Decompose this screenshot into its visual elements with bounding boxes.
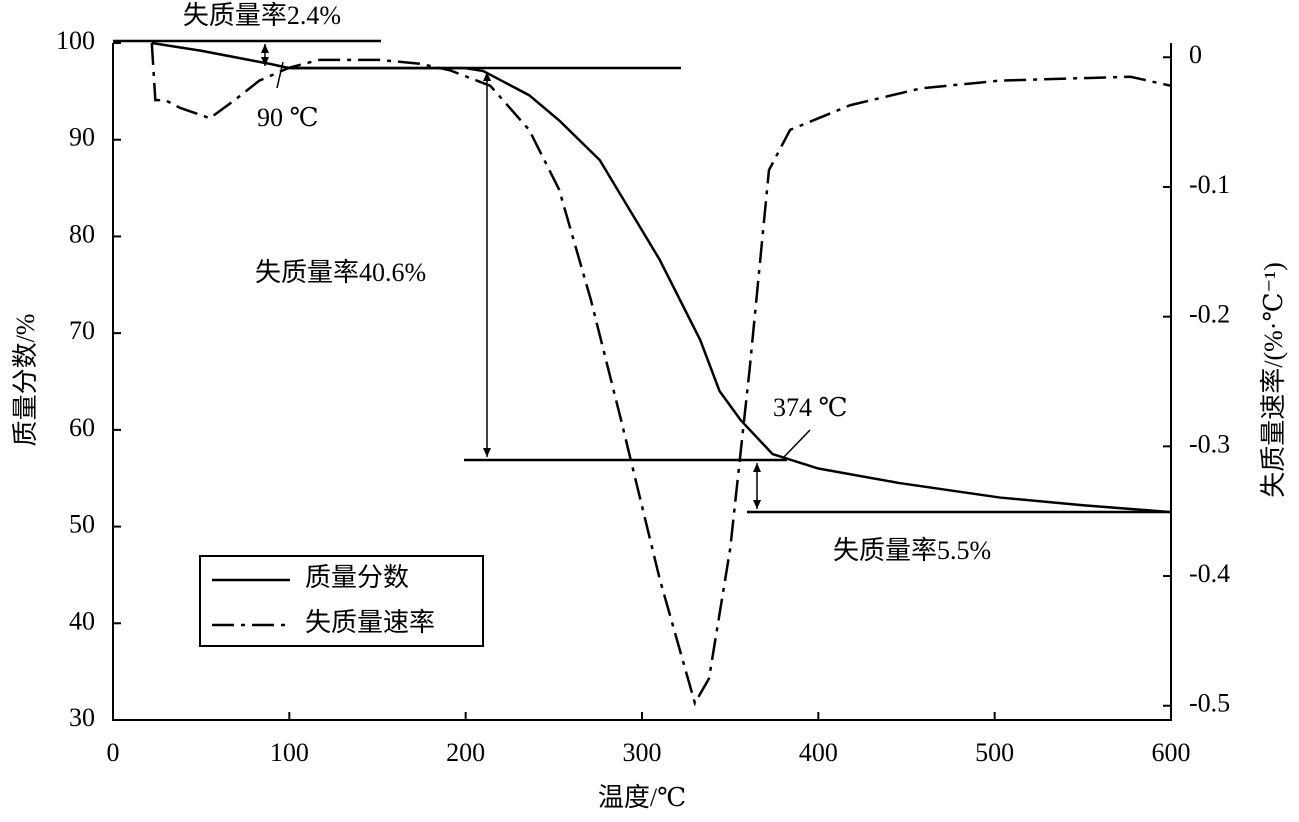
- legend-label: 失质量速率: [305, 608, 435, 637]
- y-axis-label: 质量分数/%: [11, 314, 40, 447]
- annotation: 失质量率2.4%: [183, 1, 341, 30]
- x-tick-label: 400: [799, 738, 838, 767]
- y2-tick-label: -0.1: [1189, 170, 1230, 199]
- annotation: 374 ℃: [773, 393, 848, 422]
- legend-box: [199, 555, 484, 647]
- x-axis-label: 温度/℃: [598, 783, 686, 812]
- y2-tick-label: -0.5: [1189, 689, 1230, 718]
- x-tick-label: 500: [975, 738, 1014, 767]
- y-tick-label: 40: [69, 606, 95, 635]
- y-tick-label: 60: [69, 413, 95, 442]
- annotation: 90 ℃: [257, 103, 319, 132]
- annotation: 失质量率5.5%: [833, 536, 991, 565]
- x-tick-label: 0: [107, 738, 120, 767]
- series-line: [150, 42, 1172, 707]
- y-tick-label: 30: [69, 703, 95, 732]
- annotation: 失质量率40.6%: [255, 258, 426, 287]
- y2-tick-label: -0.4: [1189, 559, 1230, 588]
- y2-tick-label: -0.3: [1189, 429, 1230, 458]
- y-tick-label: 90: [69, 123, 95, 152]
- x-tick-label: 300: [623, 738, 662, 767]
- y-tick-label: 80: [69, 219, 95, 248]
- y2-tick-label: -0.2: [1189, 300, 1230, 329]
- x-tick-label: 100: [270, 738, 309, 767]
- y-tick-label: 100: [56, 26, 95, 55]
- series-line: [151, 41, 1172, 514]
- y-tick-label: 70: [69, 316, 95, 345]
- legend-label: 质量分数: [305, 563, 409, 592]
- y2-tick-label: 0: [1189, 40, 1202, 69]
- y-tick-label: 50: [69, 510, 95, 539]
- x-tick-label: 200: [446, 738, 485, 767]
- x-tick-label: 600: [1152, 738, 1191, 767]
- y2-axis-label: 失质量速率/(%·℃⁻¹): [1259, 262, 1288, 497]
